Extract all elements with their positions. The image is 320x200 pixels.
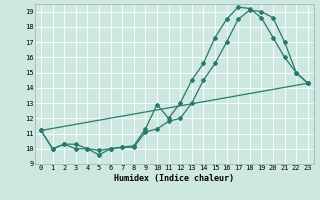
X-axis label: Humidex (Indice chaleur): Humidex (Indice chaleur) (115, 174, 235, 183)
